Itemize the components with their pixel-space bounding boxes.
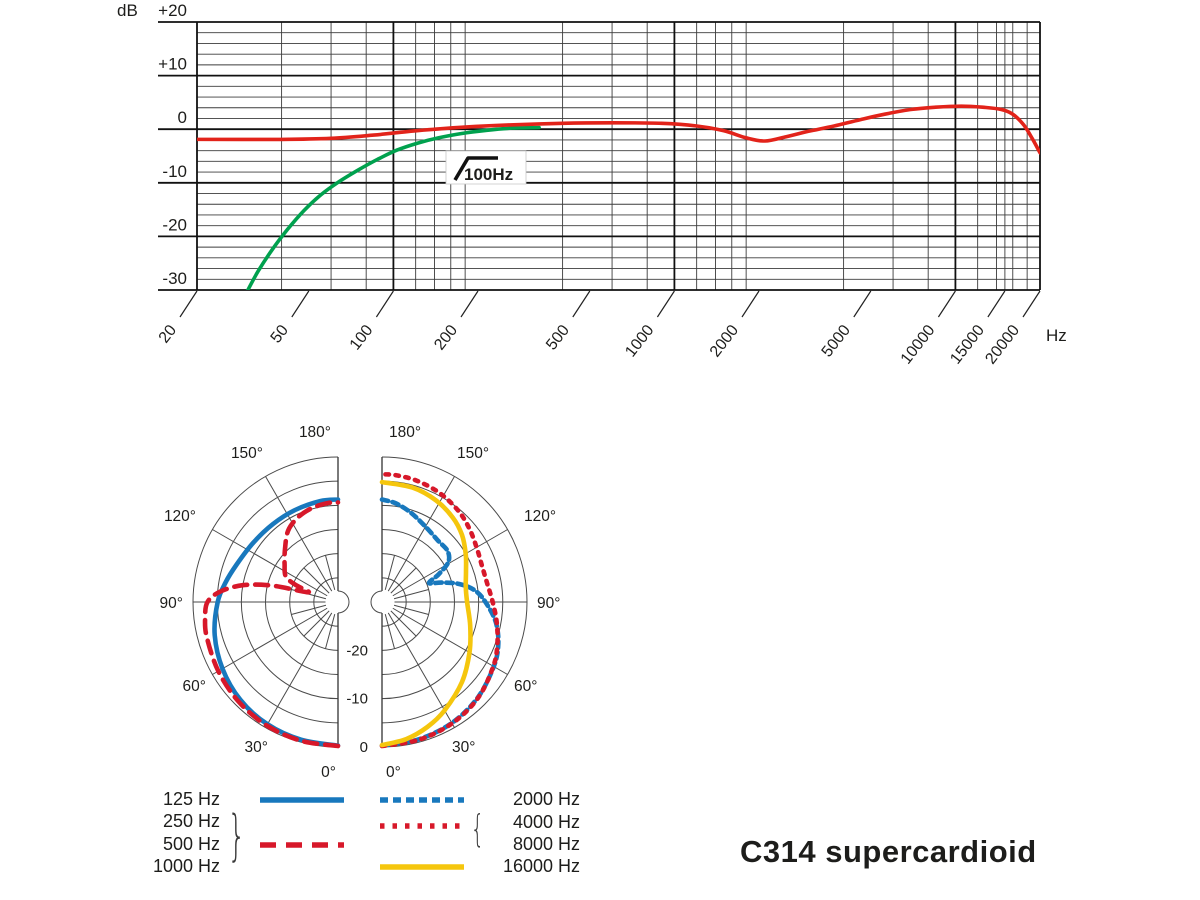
polar-angle-label: 0° [386, 764, 401, 781]
polar-scale-label: 0 [360, 739, 368, 756]
x-tick-label: 15000 [947, 322, 988, 368]
x-axis-unit: Hz [1046, 326, 1067, 345]
frequency-response-chart: +20 +10 0 -10 -20 -30 dB 20 50 100 200 500 1000 2000 5… [117, 1, 1067, 368]
x-tick-label: 100 [347, 322, 377, 354]
polar-angle-label: 150° [231, 445, 263, 462]
y-axis-unit: dB [117, 1, 138, 20]
low-cut-frequency-label: 100Hz [464, 165, 513, 184]
y-tick-label: 0 [178, 108, 187, 127]
frequency-response-curve [197, 104, 1040, 155]
y-tick-label: +20 [158, 1, 187, 20]
polar-pattern-chart: 0 -10 -20 0° 0° 30° 30° 60° 60° 90° 90° 120° 120° 150… [160, 424, 561, 781]
x-tick-label: 20000 [982, 322, 1023, 368]
polar-angle-label: 60° [183, 678, 206, 695]
polar-scale-label: -10 [346, 691, 368, 708]
high-pass-filter-icon [453, 156, 498, 181]
polar-angle-label: 60° [514, 678, 537, 695]
polar-angle-label: 30° [452, 739, 475, 756]
x-tick-label: 200 [431, 322, 461, 354]
polar-angle-label: 0° [321, 764, 336, 781]
polar-angle-label: 30° [245, 739, 268, 756]
polar-curve-250-500-1000-hz [202, 500, 341, 749]
polar-curve-16000-hz [379, 479, 473, 748]
x-tick-label: 5000 [819, 322, 854, 361]
polar-angle-label: 180° [389, 424, 421, 441]
low-cut-filter-curve [245, 125, 541, 290]
y-tick-label: +10 [158, 55, 187, 74]
y-tick-label: -30 [162, 269, 187, 288]
polar-angle-label: 90° [160, 595, 183, 612]
x-tick-label: 2000 [707, 322, 742, 361]
low-cut-annotation: 100Hz [445, 150, 527, 185]
x-tick-label: 20 [156, 322, 180, 347]
x-tick-label: 500 [543, 322, 573, 354]
polar-angle-label: 150° [457, 445, 489, 462]
polar-angle-label: 120° [164, 508, 196, 525]
polar-angle-label: 120° [524, 508, 556, 525]
x-tick-label: 50 [268, 322, 292, 347]
x-tick-label: 10000 [898, 322, 939, 368]
polar-angle-label: 180° [299, 424, 331, 441]
polar-scale-label: -20 [346, 642, 368, 659]
y-tick-label: -10 [162, 162, 187, 181]
chart-title: C314 supercardioid [740, 834, 1037, 869]
polar-curve-4000-8000-hz [379, 472, 500, 749]
x-tick-label: 1000 [622, 322, 657, 361]
polar-angle-label: 90° [537, 595, 560, 612]
y-tick-label: -20 [162, 215, 187, 234]
